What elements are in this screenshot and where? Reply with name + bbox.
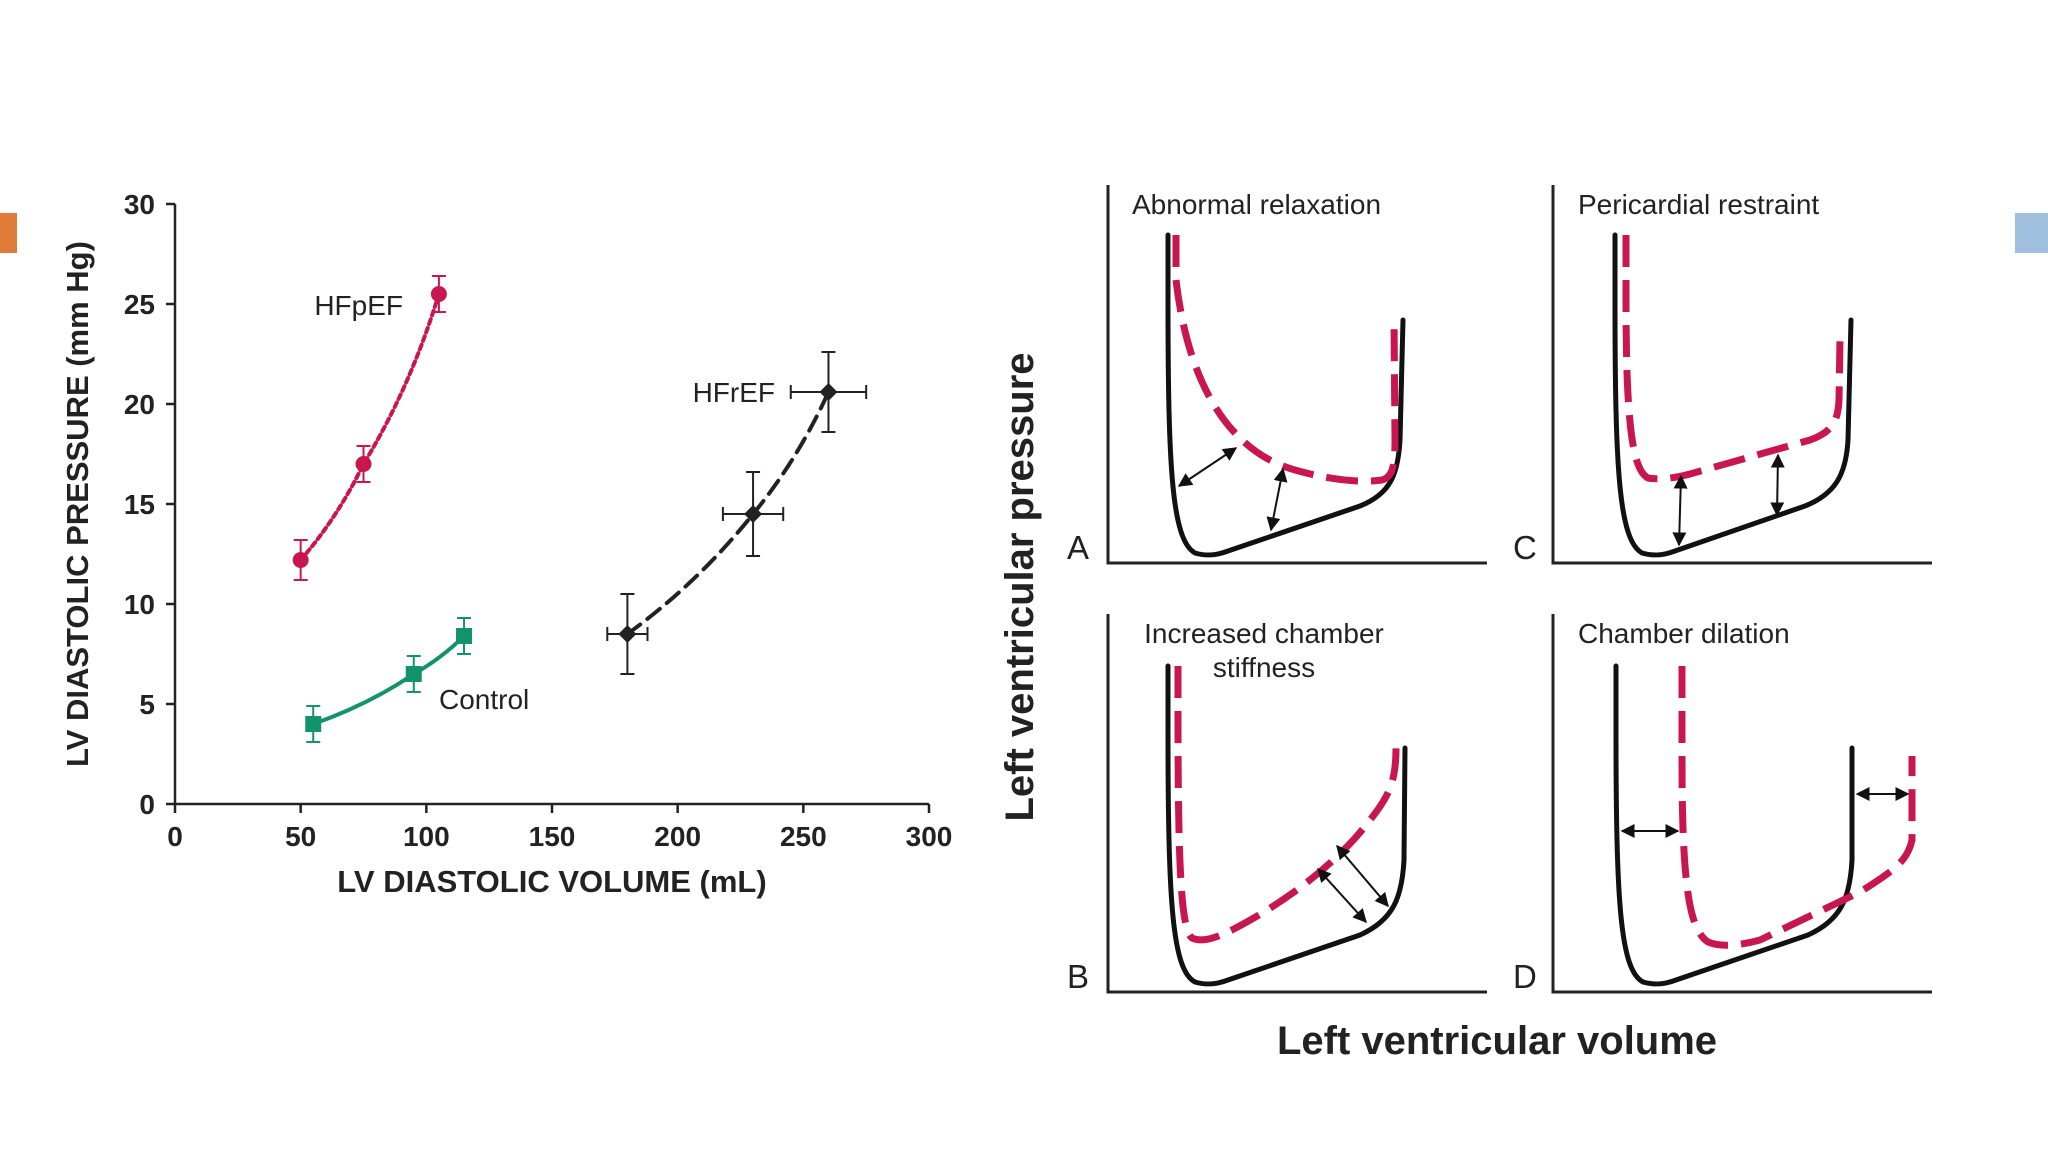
data-point-hfpef-1 (292, 539, 309, 581)
marker-hfref-1 (618, 625, 637, 643)
marker-hfref-2 (744, 505, 763, 523)
panel-b-title-line-1: Increased chamber (1144, 618, 1384, 649)
data-point-hfpef-3 (430, 275, 447, 313)
panel-a-axes (1106, 185, 1487, 565)
data-point-control-1 (305, 705, 322, 743)
y-tick-label-25: 25 (124, 289, 155, 320)
panel-a-abnormal-relaxation: Abnormal relaxation A (1067, 185, 1487, 566)
y-tick-label-30: 30 (124, 189, 155, 220)
panel-b-letter: B (1067, 958, 1089, 995)
x-tick-label-100: 100 (403, 821, 450, 852)
series-label-hfpef: HFpEF (314, 290, 403, 321)
panel-b-axes (1106, 614, 1487, 994)
data-point-hfref-1 (606, 593, 649, 675)
data-point-hfref-3 (789, 351, 868, 433)
left-chart-ticks: 0 50 100 150 200 250 300 0 5 10 15 20 25 30 (124, 189, 953, 852)
marker-hfpef-1 (292, 552, 309, 568)
left-chart-series (292, 275, 868, 743)
marker-hfpef-3 (430, 286, 447, 302)
lv-pressure-volume-chart: 0 50 100 150 200 250 300 0 5 10 15 20 25 30 LV DIASTO… (60, 189, 952, 899)
x-tick-label-0: 0 (167, 821, 183, 852)
panel-c-letter: C (1513, 529, 1537, 566)
panel-c-arrow-1 (1672, 474, 1688, 547)
left-chart-axes (173, 204, 929, 806)
x-tick-label-250: 250 (780, 821, 827, 852)
panel-a-arrow-1 (1177, 447, 1238, 487)
panel-b-altered-curve (1174, 666, 1400, 944)
x-tick-label-300: 300 (906, 821, 953, 852)
panel-c-title: Pericardial restraint (1578, 189, 1819, 220)
accent-bar-right (2015, 213, 2048, 253)
y-tick-label-20: 20 (124, 389, 155, 420)
panel-d-normal-curve (1613, 663, 1855, 987)
series-hfpef (292, 275, 447, 581)
panel-b-title-line-2: stiffness (1213, 652, 1315, 683)
panel-a-altered-curve (1172, 235, 1399, 485)
y-tick-label-0: 0 (139, 789, 155, 820)
series-line-hfpef (298, 292, 441, 562)
series-hfref (606, 351, 868, 675)
panel-a-letter: A (1067, 529, 1089, 566)
panel-c-normal-curve (1612, 232, 1854, 558)
series-label-hfref: HFrEF (693, 377, 775, 408)
panel-d-altered-curve (1678, 666, 1916, 949)
data-point-control-2 (405, 655, 422, 693)
panel-d-letter: D (1513, 958, 1537, 995)
panel-a-normal-curve (1165, 232, 1406, 558)
series-control (305, 617, 473, 743)
panel-a-title: Abnormal relaxation (1132, 189, 1381, 220)
panel-d-title: Chamber dilation (1578, 618, 1790, 649)
marker-control-3 (456, 628, 473, 644)
panel-d-chamber-dilation: Chamber dilation D (1513, 614, 1932, 995)
x-tick-label-200: 200 (654, 821, 701, 852)
y-tick-label-15: 15 (124, 489, 155, 520)
diastolic-mechanisms-schematic: Left ventricular pressure Left ventricul… (998, 185, 1932, 1063)
x-axis-title: LV DIASTOLIC VOLUME (mL) (337, 864, 766, 899)
panel-a-arrow-2 (1266, 467, 1288, 532)
panel-d-axes (1551, 614, 1932, 994)
schematic-y-axis-title: Left ventricular pressure (998, 352, 1042, 821)
panel-b-arrow-2 (1336, 844, 1389, 908)
y-axis-title: LV DIASTOLIC PRESSURE (mm Hg) (60, 241, 95, 767)
data-point-hfref-2 (721, 471, 785, 557)
schematic-x-axis-title: Left ventricular volume (1277, 1019, 1717, 1063)
panel-c-altered-curve (1622, 235, 1844, 483)
series-label-control: Control (439, 684, 529, 715)
panel-c-axes (1551, 185, 1932, 565)
marker-control-2 (405, 666, 422, 682)
y-tick-label-10: 10 (124, 589, 155, 620)
accent-bar-left (0, 213, 17, 253)
data-point-control-3 (456, 617, 473, 655)
x-tick-label-150: 150 (529, 821, 576, 852)
panel-c-arrow-2 (1770, 453, 1785, 517)
x-tick-label-50: 50 (285, 821, 316, 852)
marker-hfref-3 (819, 383, 838, 401)
data-point-hfpef-2 (355, 445, 372, 483)
marker-hfpef-2 (355, 456, 372, 472)
y-tick-label-5: 5 (139, 689, 155, 720)
marker-control-1 (305, 716, 322, 732)
panel-b-arrow-1 (1317, 867, 1367, 924)
panel-b-normal-curve (1165, 663, 1408, 987)
panel-c-pericardial-restraint: Pericardial restraint C (1513, 185, 1932, 566)
panel-b-increased-chamber-stiffness: Increased chamber stiffness B (1067, 614, 1487, 995)
